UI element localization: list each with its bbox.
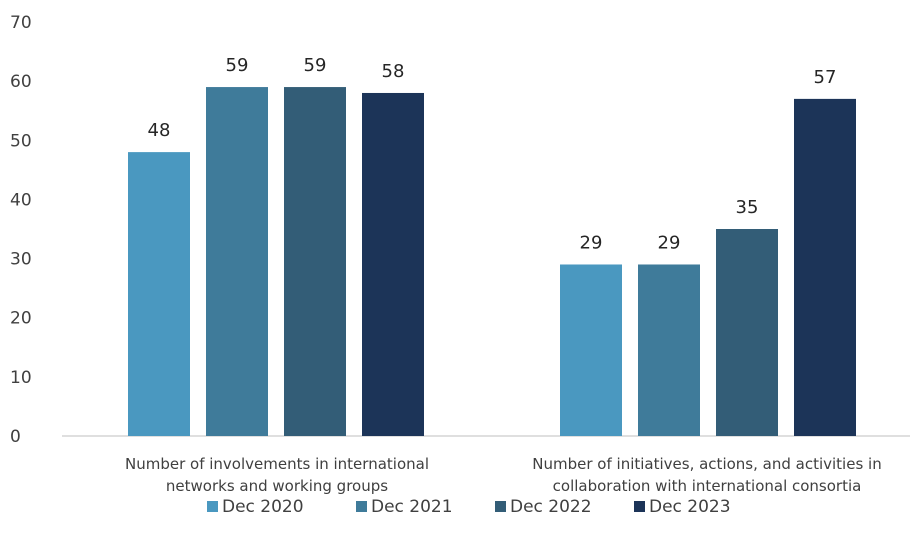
category-label: Number of involvements in international	[125, 455, 429, 473]
data-label: 58	[382, 61, 405, 82]
legend-label: Dec 2020	[222, 497, 304, 517]
legend-swatch	[495, 501, 506, 512]
bar	[794, 98, 856, 436]
y-tick-label: 0	[10, 427, 21, 447]
data-label: 29	[580, 232, 603, 253]
data-label: 57	[814, 67, 837, 88]
y-tick-label: 50	[10, 131, 32, 151]
y-tick-label: 40	[10, 190, 32, 210]
legend-swatch	[207, 501, 218, 512]
bars	[128, 87, 856, 437]
bar	[206, 87, 268, 437]
bar	[638, 264, 700, 436]
bar	[128, 152, 190, 436]
legend-label: Dec 2021	[371, 497, 453, 517]
category-label: Number of initiatives, actions, and acti…	[532, 455, 881, 473]
legend-swatch	[634, 501, 645, 512]
bar	[362, 92, 424, 436]
data-label: 29	[658, 232, 681, 253]
data-label: 59	[304, 55, 327, 76]
data-label: 48	[148, 120, 171, 141]
y-tick-label: 10	[10, 368, 32, 388]
y-axis: 0 10 20 30 40 50 60 70	[10, 13, 32, 447]
y-tick-label: 30	[10, 250, 32, 270]
y-tick-label: 20	[10, 309, 32, 329]
y-tick-label: 60	[10, 72, 32, 92]
bar	[284, 87, 346, 437]
legend-label: Dec 2023	[649, 497, 731, 517]
category-label: collaboration with international consort…	[553, 477, 862, 495]
bar	[716, 229, 778, 436]
legend-swatch	[356, 501, 367, 512]
category-labels: Number of involvements in international n…	[125, 455, 882, 495]
bar	[560, 264, 622, 436]
data-label: 59	[226, 55, 249, 76]
data-labels: 48 29 59 29 59 35 58 57	[148, 55, 837, 253]
legend-label: Dec 2022	[510, 497, 592, 517]
category-label: networks and working groups	[166, 477, 388, 495]
legend: Dec 2020 Dec 2021 Dec 2022 Dec 2023	[207, 497, 731, 517]
y-tick-label: 70	[10, 13, 32, 33]
data-label: 35	[736, 197, 759, 218]
